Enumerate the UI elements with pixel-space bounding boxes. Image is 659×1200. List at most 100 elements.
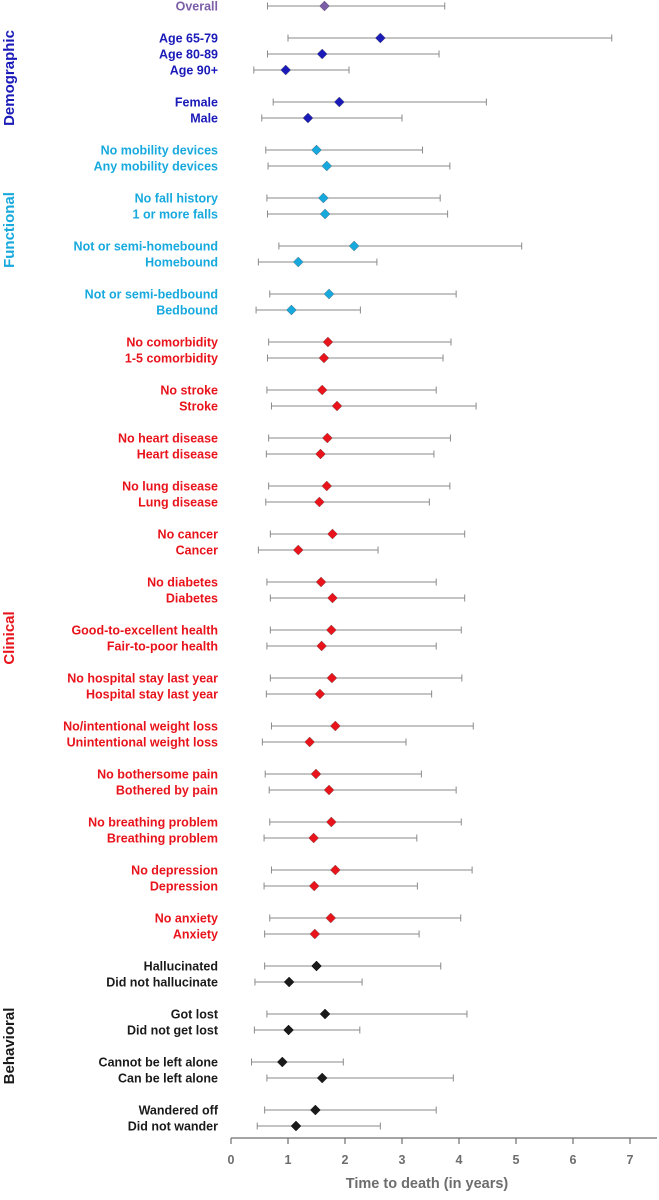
row-label: Overall	[176, 0, 218, 14]
row-label: No anxiety	[155, 912, 218, 926]
row-label: Lung disease	[138, 496, 218, 510]
forest-row: Did not hallucinate	[106, 976, 363, 990]
x-tick-label: 6	[570, 1153, 577, 1167]
forest-row: Age 65-79	[159, 32, 613, 46]
point-estimate-diamond	[316, 384, 328, 396]
point-estimate-diamond	[330, 720, 341, 732]
point-estimate-diamond	[322, 336, 334, 348]
row-label: No hospital stay last year	[67, 672, 218, 686]
forest-row: Overall	[176, 0, 446, 14]
point-estimate-diamond	[315, 448, 326, 460]
forest-row: No comorbidity	[126, 336, 452, 350]
row-label: No lung disease	[122, 480, 218, 494]
x-axis-title: Time to death (in years)	[346, 1176, 509, 1192]
point-estimate-diamond	[323, 784, 335, 796]
row-label: No cancer	[158, 528, 219, 542]
row-label: Cancer	[176, 544, 219, 558]
forest-row: Lung disease	[138, 496, 430, 510]
point-estimate-diamond	[318, 192, 329, 204]
forest-row: Did not get lost	[127, 1024, 361, 1038]
row-label: No fall history	[135, 192, 218, 206]
forest-row: No bothersome pain	[97, 768, 422, 782]
point-estimate-diamond	[316, 640, 327, 652]
forest-row: Any mobility devices	[94, 160, 451, 174]
forest-row: Can be left alone	[118, 1072, 454, 1086]
forest-row: Male	[190, 112, 403, 126]
point-estimate-diamond	[326, 672, 338, 684]
x-tick-label: 2	[342, 1153, 349, 1167]
point-estimate-diamond	[375, 32, 386, 44]
row-label: Age 65-79	[159, 32, 218, 46]
row-label: Did not get lost	[127, 1024, 219, 1038]
forest-row: Hospital stay last year	[86, 688, 433, 702]
x-tick-label: 4	[456, 1153, 463, 1167]
row-label: No heart disease	[118, 432, 218, 446]
forest-row: Anxiety	[173, 928, 420, 942]
point-estimate-diamond	[283, 976, 295, 988]
point-estimate-diamond	[292, 256, 304, 268]
row-label: Male	[190, 112, 218, 126]
point-estimate-diamond	[286, 304, 297, 316]
point-estimate-diamond	[319, 0, 330, 12]
row-label: Any mobility devices	[94, 160, 218, 174]
point-estimate-diamond	[321, 160, 333, 172]
point-estimate-diamond	[308, 832, 319, 844]
point-estimate-diamond	[348, 240, 360, 252]
point-estimate-diamond	[326, 624, 337, 636]
point-estimate-diamond	[330, 864, 341, 876]
point-estimate-diamond	[302, 112, 314, 124]
point-estimate-diamond	[283, 1024, 294, 1036]
row-label: Homebound	[145, 256, 218, 270]
point-estimate-diamond	[318, 352, 330, 364]
point-estimate-diamond	[334, 96, 345, 108]
forest-row: No heart disease	[118, 432, 451, 446]
row-label: Not or semi-bedbound	[85, 288, 218, 302]
group-label-behavioral: Behavioral	[1, 1008, 18, 1085]
group-label-demographic: Demographic	[1, 30, 18, 126]
row-label: Heart disease	[137, 448, 218, 462]
forest-row: Breathing problem	[107, 832, 418, 846]
forest-row: No stroke	[160, 384, 437, 398]
forest-row: Bothered by pain	[116, 784, 457, 798]
row-label: Good-to-excellent health	[71, 624, 218, 638]
point-estimate-diamond	[319, 1008, 331, 1020]
row-label: 1 or more falls	[133, 208, 218, 222]
x-tick-label: 0	[228, 1153, 235, 1167]
row-label: No/intentional weight loss	[63, 720, 218, 734]
forest-row: Age 80-89	[159, 48, 440, 62]
row-label: No bothersome pain	[97, 768, 218, 782]
point-estimate-diamond	[304, 736, 315, 748]
row-label: No diabetes	[147, 576, 218, 590]
forest-row: Age 90+	[170, 64, 350, 78]
point-estimate-diamond	[309, 928, 321, 940]
forest-row: Got lost	[171, 1008, 468, 1022]
point-estimate-diamond	[310, 1104, 321, 1116]
forest-row: Bedbound	[156, 304, 361, 318]
point-estimate-diamond	[316, 1072, 328, 1084]
row-label: Age 90+	[170, 64, 218, 78]
row-label: Unintentional weight loss	[67, 736, 218, 750]
row-label: Fair-to-poor health	[107, 640, 218, 654]
point-estimate-diamond	[311, 960, 322, 972]
point-estimate-diamond	[325, 912, 337, 924]
point-estimate-diamond	[322, 432, 333, 444]
row-label: No depression	[131, 864, 218, 878]
row-label: Hallucinated	[144, 960, 218, 974]
point-estimate-diamond	[331, 400, 343, 412]
forest-row: No breathing problem	[88, 816, 462, 830]
row-label: Wandered off	[139, 1104, 219, 1118]
row-label: Breathing problem	[107, 832, 218, 846]
forest-row: Diabetes	[166, 592, 466, 606]
forest-row: Good-to-excellent health	[71, 624, 462, 638]
point-estimate-diamond	[290, 1120, 302, 1132]
row-label: Did not wander	[128, 1120, 218, 1134]
x-tick-label: 1	[285, 1153, 292, 1167]
forest-row: Unintentional weight loss	[67, 736, 407, 750]
row-label: Bedbound	[156, 304, 218, 318]
forest-row: Not or semi-bedbound	[85, 288, 457, 302]
row-label: Can be left alone	[118, 1072, 218, 1086]
forest-row: Female	[175, 96, 487, 110]
point-estimate-diamond	[280, 64, 292, 76]
forest-row: No diabetes	[147, 576, 437, 590]
point-estimate-diamond	[316, 48, 328, 60]
